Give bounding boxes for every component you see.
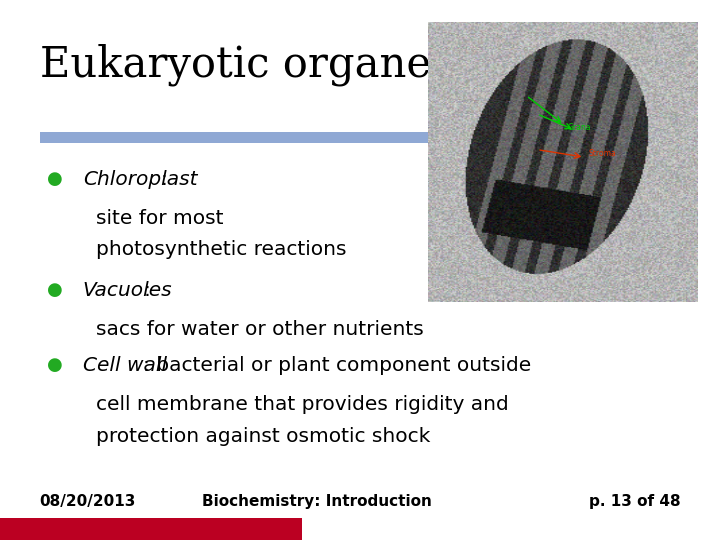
Text: cell membrane that provides rigidity and: cell membrane that provides rigidity and bbox=[96, 395, 508, 414]
Text: Grana: Grana bbox=[568, 123, 592, 132]
Text: : bacterial or plant component outside: : bacterial or plant component outside bbox=[143, 356, 531, 375]
Text: Stroma: Stroma bbox=[588, 150, 616, 158]
Text: Cell wall: Cell wall bbox=[83, 356, 167, 375]
Text: p. 13 of 48: p. 13 of 48 bbox=[589, 494, 680, 509]
Text: Chloroplast: Chloroplast bbox=[83, 170, 197, 189]
Text: photosynthetic reactions: photosynthetic reactions bbox=[96, 240, 346, 259]
Text: Vacuoles: Vacuoles bbox=[83, 281, 172, 300]
Text: :: : bbox=[144, 281, 151, 300]
Text: :: : bbox=[161, 170, 168, 189]
Text: ●: ● bbox=[47, 356, 63, 374]
Text: Eukaryotic organelles III: Eukaryotic organelles III bbox=[40, 43, 566, 86]
Text: site for most: site for most bbox=[96, 209, 223, 228]
Bar bbox=[40, 132, 443, 143]
Text: ●: ● bbox=[47, 170, 63, 188]
Text: sacs for water or other nutrients: sacs for water or other nutrients bbox=[96, 320, 423, 339]
Text: ●: ● bbox=[47, 281, 63, 299]
Text: protection against osmotic shock: protection against osmotic shock bbox=[96, 427, 430, 446]
Bar bbox=[0, 518, 302, 540]
Text: 08/20/2013: 08/20/2013 bbox=[40, 494, 136, 509]
Text: Biochemistry: Introduction: Biochemistry: Introduction bbox=[202, 494, 432, 509]
